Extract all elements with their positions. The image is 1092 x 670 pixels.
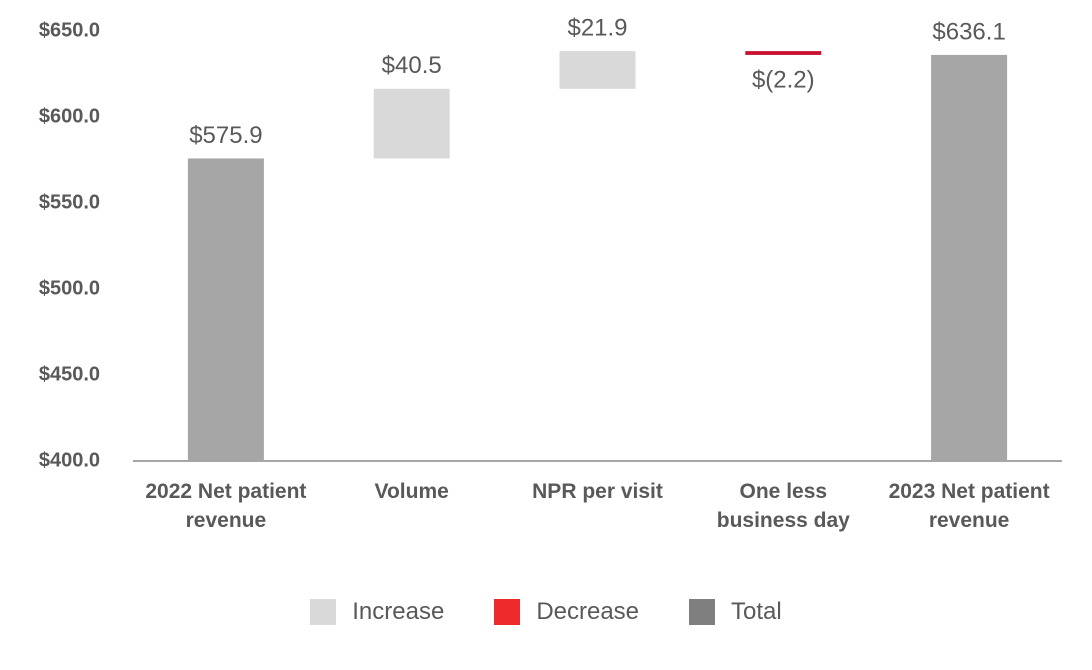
value-label: $636.1 — [932, 18, 1005, 45]
value-label: $(2.2) — [752, 66, 815, 93]
y-tick-label: $500.0 — [39, 277, 100, 299]
value-label: $575.9 — [189, 122, 262, 149]
legend-item: Decrease — [494, 598, 639, 626]
legend-swatch — [310, 599, 337, 625]
plot: $400.0 $450.0 $500.0 $550.0 $600.0 $650.0 $575… — [39, 14, 1062, 471]
legend-swatch — [689, 599, 716, 625]
x-tick-label: 2022 Net patient revenue — [145, 480, 307, 532]
bar — [373, 88, 450, 159]
x-tick-label: NPR per visit — [532, 480, 663, 503]
x-tick-label: Volume — [374, 480, 449, 503]
legend-label: Total — [731, 598, 782, 625]
legend: Increase Decrease Total — [0, 598, 1092, 626]
bar — [931, 54, 1008, 462]
value-label: $21.9 — [567, 14, 627, 41]
bar — [559, 51, 636, 89]
y-tick-label: $450.0 — [39, 363, 100, 385]
y-tick-label: $650.0 — [39, 19, 100, 41]
y-tick-label: $550.0 — [39, 191, 100, 213]
bar — [187, 158, 264, 461]
x-tick-label: 2023 Net patient revenue — [888, 480, 1050, 532]
legend-item: Total — [689, 598, 782, 626]
bar — [745, 51, 822, 55]
legend-item: Increase — [310, 598, 444, 626]
legend-label: Decrease — [536, 598, 640, 625]
y-tick-label: $400.0 — [39, 449, 100, 471]
legend-label: Increase — [352, 598, 445, 625]
x-tick-label: One less business day — [716, 480, 850, 532]
value-label: $40.5 — [382, 52, 442, 79]
y-tick-label: $600.0 — [39, 105, 100, 127]
legend-swatch — [494, 599, 521, 625]
